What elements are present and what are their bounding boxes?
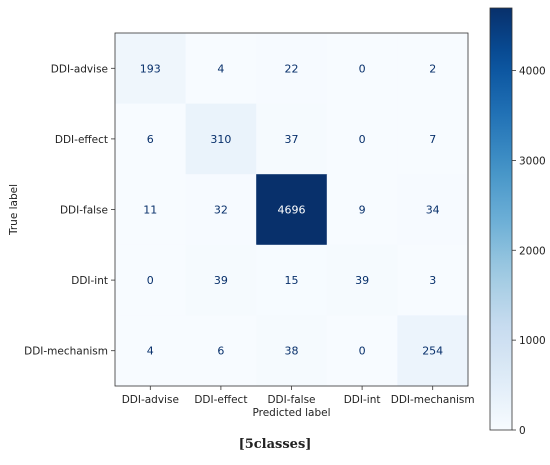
matrix-cell <box>185 174 257 246</box>
x-tick-label: DDI-mechanism <box>391 394 475 406</box>
matrix-cell <box>397 174 469 246</box>
matrix-cell <box>326 33 398 105</box>
matrix-cell <box>115 244 187 316</box>
cell-value-label: 39 <box>355 274 369 287</box>
colorbar-ticks: 0 1000 2000 3000 4000 <box>512 66 546 437</box>
colorbar-tick-label: 4000 <box>519 66 546 78</box>
x-tick-label: DDI-int <box>344 394 381 406</box>
x-axis-ticks: DDI-advise DDI-effect DDI-false DDI-int DDI-… <box>122 386 475 406</box>
cell-value-label: 4 <box>217 62 224 75</box>
matrix-cell <box>115 33 187 105</box>
matrix-cell <box>326 174 398 246</box>
matrix-cell <box>397 103 469 175</box>
cell-value-label: 34 <box>426 204 440 217</box>
y-tick-label: DDI-false <box>60 205 108 217</box>
cell-value-label: 6 <box>217 345 224 358</box>
cell-value-label: 22 <box>285 62 299 75</box>
cell-value-label: 38 <box>285 345 299 358</box>
y-axis-label: True label <box>8 184 20 236</box>
cell-value-label: 37 <box>285 133 299 146</box>
matrix-cell <box>115 103 187 175</box>
matrix-cell <box>397 33 469 105</box>
cell-value-label: 9 <box>359 204 366 217</box>
matrix-cell <box>256 315 328 387</box>
y-tick-label: DDI-mechanism <box>24 346 108 358</box>
cell-value-label: 0 <box>147 274 154 287</box>
x-tick-label: DDI-false <box>267 394 315 406</box>
matrix-cell <box>326 244 398 316</box>
cell-value-label: 4 <box>147 345 154 358</box>
cell-value-label: 254 <box>422 345 443 358</box>
cell-value-label: 15 <box>285 274 299 287</box>
cell-value-label: 6 <box>147 133 154 146</box>
matrix-cell <box>326 315 398 387</box>
cell-value-label: 0 <box>359 62 366 75</box>
cell-value-label: 39 <box>214 274 228 287</box>
figure-caption: [5classes] <box>238 437 312 452</box>
matrix-cell <box>185 244 257 316</box>
matrix-cell <box>256 174 328 246</box>
cell-value-label: 4696 <box>278 204 306 217</box>
matrix-cell <box>115 174 187 246</box>
y-tick-label: DDI-int <box>71 275 108 287</box>
x-tick-label: DDI-effect <box>194 394 247 406</box>
matrix-cell <box>115 315 187 387</box>
matrix-cell <box>256 33 328 105</box>
matrix-cell <box>397 315 469 387</box>
cell-value-label: 0 <box>359 133 366 146</box>
y-axis-ticks: DDI-advise DDI-effect DDI-false DDI-int DDI-… <box>24 63 115 358</box>
cell-value-label: 11 <box>143 204 157 217</box>
colorbar-tick-label: 1000 <box>519 335 546 347</box>
y-tick-label: DDI-advise <box>51 63 108 75</box>
matrix-cell <box>256 244 328 316</box>
matrix-cell <box>397 244 469 316</box>
x-tick-label: DDI-advise <box>122 394 179 406</box>
cell-value-label: 0 <box>359 345 366 358</box>
cell-value-label: 7 <box>429 133 436 146</box>
colorbar-tick-label: 2000 <box>519 245 546 257</box>
x-axis-label: Predicted label <box>252 407 330 419</box>
colorbar-tick-label: 3000 <box>519 155 546 167</box>
matrix-cell <box>185 33 257 105</box>
colorbar <box>489 7 513 431</box>
cell-value-label: 32 <box>214 204 228 217</box>
matrix-cell <box>185 103 257 175</box>
matrix-cells <box>115 33 469 387</box>
matrix-cell <box>185 315 257 387</box>
matrix-cell <box>326 103 398 175</box>
y-tick-label: DDI-effect <box>55 134 108 146</box>
colorbar-tick-label: 0 <box>519 425 526 437</box>
cell-value-label: 310 <box>210 133 231 146</box>
cell-value-label: 2 <box>429 62 436 75</box>
cell-value-labels: 193 4 22 0 26 310 37 0 711 32 4696 9 340 39 15 39 34 6 38 0… <box>140 62 443 357</box>
cell-value-label: 3 <box>429 274 436 287</box>
matrix-cell <box>256 103 328 175</box>
cell-value-label: 193 <box>140 62 161 75</box>
